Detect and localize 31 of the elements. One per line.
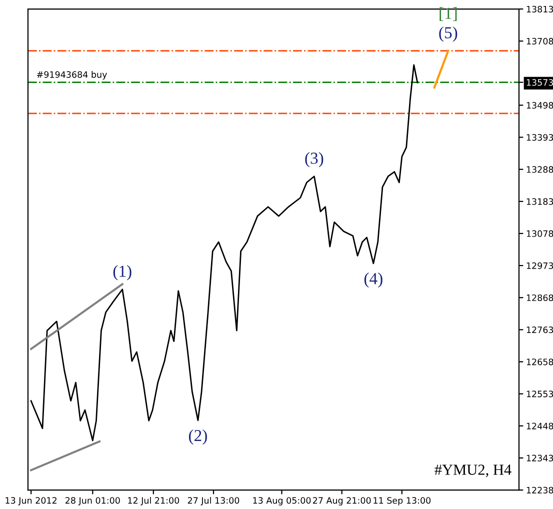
x-tick-label: 13 Jun 2012 [6, 497, 56, 506]
y-tick-label: 12973 [526, 262, 553, 269]
annotation: (3) [305, 152, 324, 168]
y-tick-label: 13708 [526, 38, 553, 45]
annotation: #YMU2, H4 [434, 464, 512, 478]
x-tick-label: 27 Aug 21:00 [312, 497, 371, 506]
y-tick-label: 13393 [526, 134, 553, 141]
x-tick-label: 28 Jun 01:00 [66, 497, 120, 506]
x-tick-label: 12 Jul 21:00 [128, 496, 180, 506]
annotation: (5) [439, 26, 458, 42]
y-tick-label: 13288 [526, 166, 553, 173]
y-tick-label: 12868 [526, 294, 553, 302]
annotation: (4) [364, 272, 382, 288]
y-tick-label: 13498 [526, 102, 553, 109]
x-tick-label: 27 Jul 13:00 [188, 496, 240, 506]
y-tick-label: 12448 [526, 422, 553, 430]
annotation: [1] [440, 7, 457, 21]
y-tick-label: 13183 [526, 198, 553, 205]
y-tick-label: 13813 [526, 6, 553, 12]
y-tick-label: 13573 [526, 79, 553, 86]
x-tick-label: 11 Sep 13:00 [374, 497, 431, 506]
x-tick-label: 13 Aug 05:00 [253, 497, 311, 506]
y-tick-label: 13078 [526, 230, 553, 237]
y-tick-label: 12553 [526, 390, 553, 398]
y-tick-label: 12763 [526, 326, 553, 334]
y-tick-label: 12658 [526, 358, 553, 366]
annotation: (2) [188, 429, 207, 445]
y-tick-label: 12343 [526, 454, 553, 462]
y-tick-label: 12238 [526, 486, 553, 494]
annotation: (1) [113, 265, 132, 280]
ref-line-label: #91943684 buy [36, 71, 107, 80]
